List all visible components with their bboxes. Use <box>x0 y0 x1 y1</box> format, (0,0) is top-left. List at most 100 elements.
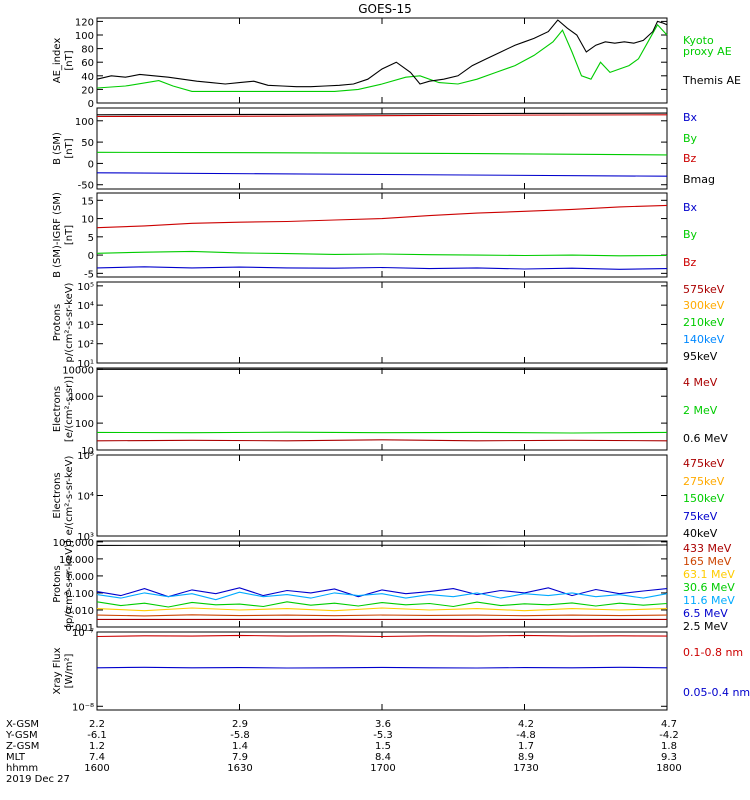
panel-2: -50 0 50 100 B (SM) [nT] Bx By Bz Bmag <box>52 107 715 192</box>
y-tick-label: 80 <box>81 45 94 56</box>
legend-entry: 2 MeV <box>683 404 718 417</box>
footer-row-label: hhmm <box>6 763 38 774</box>
y-tick-label: 20 <box>81 85 94 96</box>
legend-entry: 475keV <box>683 457 725 470</box>
y-tick-label: 10 <box>81 215 94 226</box>
y-axis-unit: [nT] <box>64 225 75 245</box>
y-tick-label: 120 <box>75 17 94 28</box>
y-tick-label: 100.000 <box>53 538 94 549</box>
footer-date: 2019 Dec 27 <box>6 774 70 785</box>
legend-entry: 165 MeV <box>683 555 732 568</box>
panel-frame <box>96 192 668 278</box>
y-tick-label: 0 <box>88 159 94 170</box>
series-line <box>96 204 668 229</box>
y-tick-label: 0.100 <box>65 589 94 600</box>
y-tick-label: 10⁵ <box>77 282 94 293</box>
y-tick-label: 10¹ <box>77 359 94 370</box>
y-tick-label: 100 <box>75 419 94 430</box>
footer-value: 7.4 <box>89 752 105 763</box>
y-tick-label: 100 <box>75 31 94 42</box>
series-line <box>96 266 668 270</box>
footer-row-label: Z-GSM <box>6 741 39 752</box>
y-tick-label: 10³ <box>77 320 94 331</box>
footer-value: 8.9 <box>518 752 534 763</box>
footer-value: -6.1 <box>87 730 107 741</box>
legend-entry: 433 MeV <box>683 542 732 555</box>
y-tick-label: 50 <box>81 138 94 149</box>
series-line <box>96 587 668 598</box>
legend-entry: 2.5 MeV <box>683 620 728 633</box>
panel-frame <box>96 107 668 190</box>
y-tick-label: 10⁴ <box>77 301 94 312</box>
y-tick-label: 0.001 <box>65 623 94 634</box>
y-axis-unit: p/(cm²-s-sr-keV) <box>64 282 75 362</box>
y-tick-label: 1.000 <box>65 572 94 583</box>
panel-frame <box>96 631 668 711</box>
footer-value: 1.4 <box>232 741 248 752</box>
y-tick-label: 5 <box>88 233 94 244</box>
panel-7: 0.001 0.010 0.100 1.000 10.000 100.000 Protons… <box>52 538 735 634</box>
panel-6: 10³ 10⁴ 10⁵ Electrons e/(cm²-s-sr-keV) 475keV… <box>52 451 725 543</box>
legend-entry: Bx <box>683 201 698 214</box>
footer-value: 7.9 <box>232 752 248 763</box>
series-line <box>96 634 668 638</box>
footer-value: -4.2 <box>659 730 679 741</box>
series-line <box>96 114 668 118</box>
y-tick-label: 100 <box>75 117 94 128</box>
footer-value: 8.4 <box>375 752 391 763</box>
y-tick-label: 10⁻⁸ <box>72 702 94 713</box>
legend-entry: 4 MeV <box>683 376 718 389</box>
legend-entry: Themis AE <box>682 74 741 87</box>
legend-entry: 63.1 MeV <box>683 568 735 581</box>
y-tick-label: -50 <box>78 181 94 192</box>
y-axis-label: AE_index <box>52 38 63 84</box>
y-axis-unit: [nT] <box>64 50 75 70</box>
legend-entry: By <box>683 132 698 145</box>
legend-entry: proxy AE <box>683 45 732 58</box>
series-line <box>96 591 668 601</box>
footer-row-label: Y-GSM <box>5 730 38 741</box>
y-axis-label: Protons <box>52 304 63 341</box>
panel-frame <box>96 17 668 104</box>
y-axis-unit: [nT] <box>64 138 75 158</box>
y-tick-label: 10³ <box>77 532 94 543</box>
series-line <box>96 431 668 434</box>
panel-frame <box>96 281 668 364</box>
series-line <box>96 439 668 442</box>
y-tick-label: 10 <box>81 446 94 457</box>
footer-value: 1630 <box>227 763 252 774</box>
legend-entry: 150keV <box>683 492 725 505</box>
legend-entry: 6.5 MeV <box>683 607 728 620</box>
footer-value: 9.3 <box>661 752 677 763</box>
chart-title: GOES-15 <box>358 2 412 16</box>
series-line <box>96 151 668 156</box>
y-tick-label: 10² <box>77 340 94 351</box>
series-line <box>96 601 668 608</box>
y-axis-unit: [W/m²] <box>64 653 75 688</box>
panel-frame <box>96 540 668 628</box>
y-tick-label: 0.010 <box>65 606 94 617</box>
footer-row-label: MLT <box>6 752 26 763</box>
y-axis-unit: e/(cm²-s-sr-keV) <box>64 456 75 536</box>
y-axis-label: Protons <box>52 565 63 602</box>
y-tick-label: 0 <box>88 99 94 110</box>
footer-value: 1600 <box>84 763 109 774</box>
series-line <box>96 666 668 669</box>
footer-value: 3.6 <box>375 719 391 730</box>
footer-value: 1.8 <box>661 741 677 752</box>
legend-entry: By <box>683 228 698 241</box>
y-tick-label: 15 <box>81 196 94 207</box>
footer-value: 1700 <box>370 763 395 774</box>
panel-8: 10⁻⁸ 10⁻⁷ Xray Flux [W/m²] 0.1-0.8 nm 0.05-0.… <box>52 628 750 713</box>
legend-entry: Bx <box>683 111 698 124</box>
panel-3: -5 0 5 10 15 B (SM)-IGRF (SM) [nT] Bx By Bz <box>52 192 698 280</box>
y-axis-unit: [p/(cm²-s-sr-keV)] <box>64 540 75 628</box>
legend-entry: 140keV <box>683 333 725 346</box>
legend-entry: 0.1-0.8 nm <box>683 646 743 659</box>
footer-value: 1.7 <box>518 741 534 752</box>
y-tick-label: 10.000 <box>59 555 94 566</box>
legend-entry: 300keV <box>683 299 725 312</box>
y-axis-label: B (SM) <box>52 132 63 165</box>
